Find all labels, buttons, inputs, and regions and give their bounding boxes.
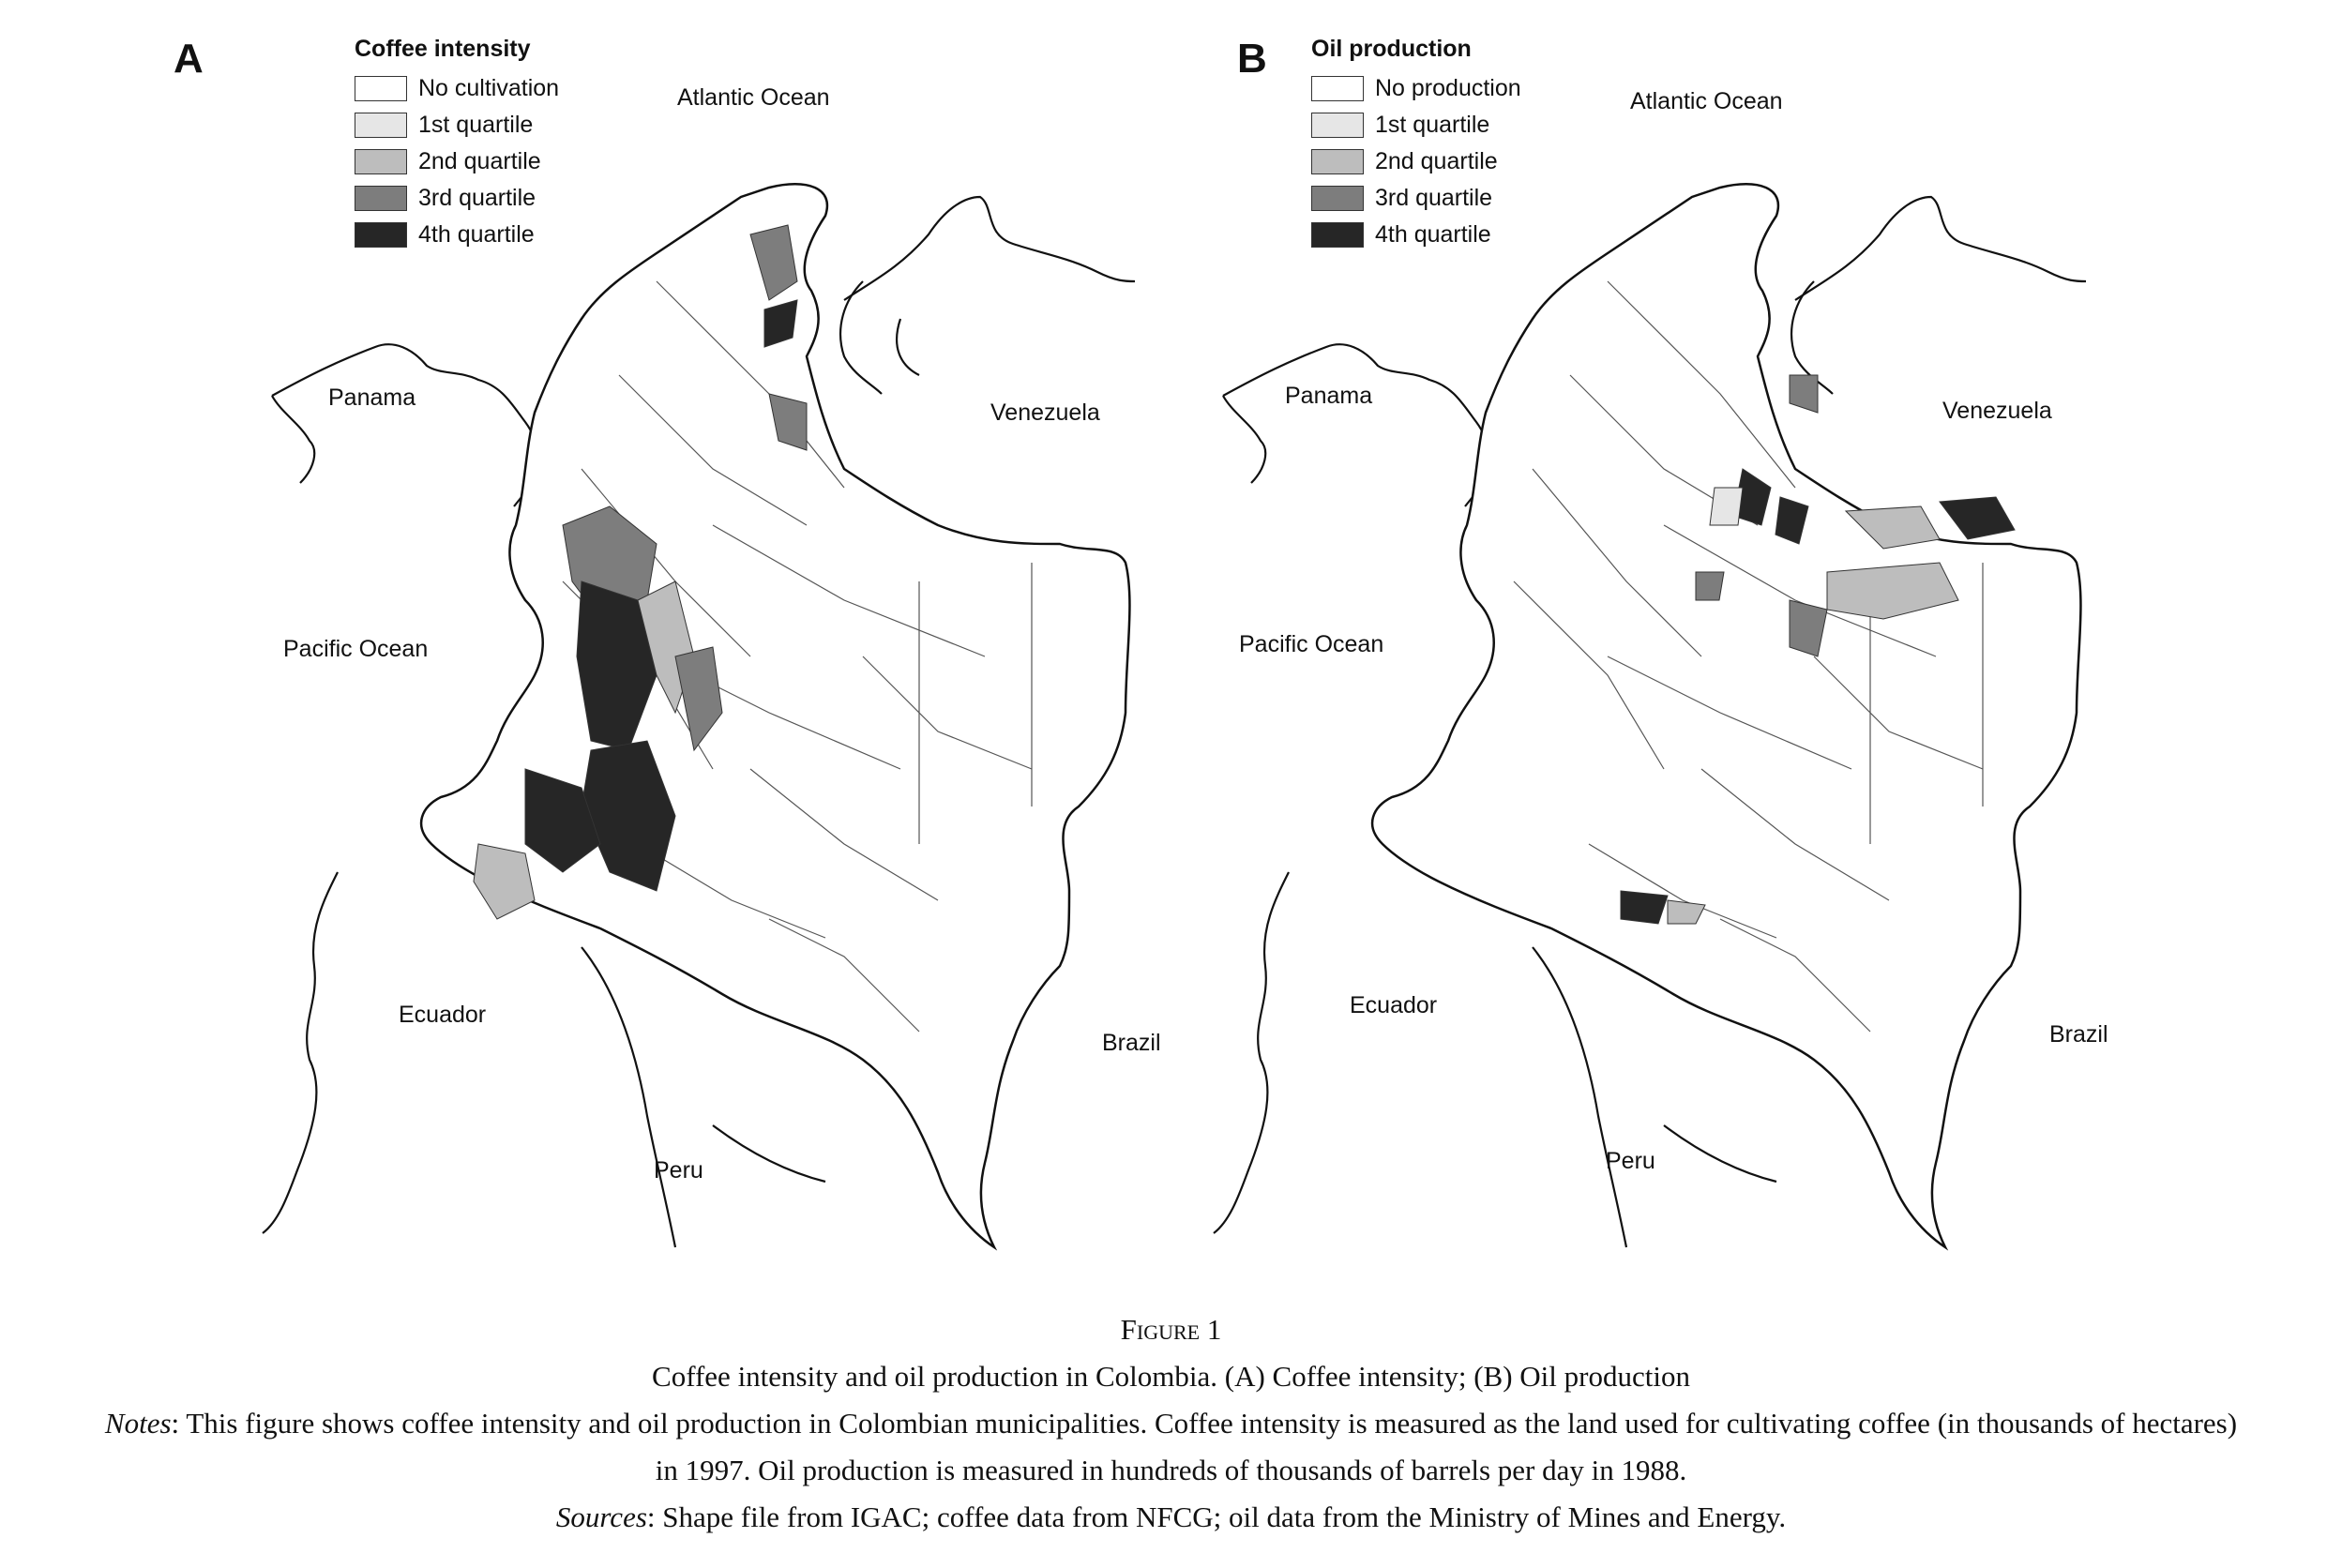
place-peru: Peru: [1606, 1148, 1655, 1174]
legend-swatch: [1311, 186, 1364, 211]
colombia-map-coffee: [262, 183, 1136, 1251]
figure-sources: Sources: Shape file from IGAC; coffee da…: [0, 1494, 2342, 1541]
place-panama: Panama: [1285, 383, 1373, 409]
figure-label: Figure 1: [0, 1306, 2342, 1353]
legend-swatch: [1311, 113, 1364, 138]
figure-notes-line-1: Notes: This figure shows coffee intensit…: [0, 1400, 2342, 1447]
map-panel-coffee: A Coffee intensity No cultivation 1st qu…: [0, 0, 1171, 1304]
sources-text: : Shape file from IGAC; coffee data from…: [646, 1500, 1787, 1533]
legend-swatch: [355, 113, 407, 138]
notes-text-1: : This figure shows coffee intensity and…: [171, 1407, 2238, 1440]
legend-title: Oil production: [1311, 36, 1472, 62]
legend-label: No production: [1375, 75, 1521, 101]
legend-swatch: [355, 149, 407, 174]
legend-item: No cultivation: [355, 70, 559, 107]
place-brazil: Brazil: [2049, 1021, 2108, 1048]
legend-label: 3rd quartile: [418, 185, 536, 211]
legend-label: 4th quartile: [418, 221, 535, 248]
legend-item: 2nd quartile: [355, 143, 559, 180]
place-peru: Peru: [654, 1157, 703, 1184]
legend-label: 2nd quartile: [418, 148, 541, 174]
legend: Coffee intensity No cultivation 1st quar…: [355, 36, 559, 253]
legend-label: No cultivation: [418, 75, 560, 101]
legend-label: 3rd quartile: [1375, 185, 1493, 211]
map-panel-oil: B Oil production No production 1st quart…: [1171, 0, 2341, 1304]
sources-label: Sources: [555, 1500, 647, 1533]
legend-label: 1st quartile: [418, 112, 534, 138]
legend-swatch: [1311, 222, 1364, 248]
legend-item: 1st quartile: [1311, 107, 1521, 143]
place-pacific: Pacific Ocean: [1239, 631, 1384, 657]
legend-swatch: [355, 186, 407, 211]
panel-letter: A: [174, 36, 204, 82]
legend-swatch: [355, 76, 407, 101]
place-brazil: Brazil: [1102, 1030, 1161, 1056]
colombia-map-oil: [1213, 183, 2087, 1251]
notes-label: Notes: [104, 1407, 172, 1440]
legend-swatch: [1311, 149, 1364, 174]
panel-letter: B: [1237, 36, 1267, 82]
place-atlantic: Atlantic Ocean: [677, 84, 830, 111]
place-atlantic: Atlantic Ocean: [1630, 88, 1783, 114]
figure-label-text: Figure 1: [1120, 1313, 1222, 1346]
legend-item: 4th quartile: [355, 217, 559, 253]
legend-item: 4th quartile: [1311, 217, 1521, 253]
legend-swatch: [355, 222, 407, 248]
coffee-regions: [473, 224, 808, 920]
place-venezuela: Venezuela: [990, 400, 1100, 426]
place-ecuador: Ecuador: [1350, 992, 1438, 1018]
legend-title: Coffee intensity: [355, 36, 531, 62]
figure-notes-line-2: in 1997. Oil production is measured in h…: [655, 1454, 1687, 1486]
figure-title: Coffee intensity and oil production in C…: [652, 1360, 1690, 1393]
oil-regions: [1620, 374, 2016, 925]
legend-item: 1st quartile: [355, 107, 559, 143]
legend-label: 1st quartile: [1375, 112, 1490, 138]
legend-item: 2nd quartile: [1311, 143, 1521, 180]
legend-label: 2nd quartile: [1375, 148, 1498, 174]
legend: Oil production No production 1st quartil…: [1311, 36, 1521, 253]
legend-label: 4th quartile: [1375, 221, 1491, 248]
place-venezuela: Venezuela: [1942, 398, 2052, 424]
legend-item: 3rd quartile: [355, 180, 559, 217]
legend-swatch: [1311, 76, 1364, 101]
place-ecuador: Ecuador: [399, 1002, 487, 1028]
place-panama: Panama: [328, 384, 416, 411]
place-pacific: Pacific Ocean: [283, 636, 429, 662]
legend-item: No production: [1311, 70, 1521, 107]
legend-item: 3rd quartile: [1311, 180, 1521, 217]
